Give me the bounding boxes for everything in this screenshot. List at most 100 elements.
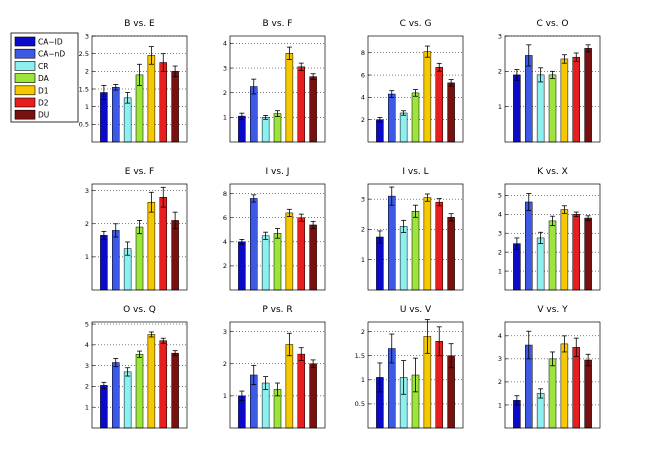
chart-title: E vs. F (125, 167, 154, 177)
axes-frame (504, 35, 601, 143)
bar (261, 117, 270, 143)
bar (112, 230, 120, 291)
legend-label: DA (38, 74, 50, 83)
legend-swatch (14, 36, 36, 47)
y-tick-label: 3 (85, 187, 89, 195)
y-tick-label: 2 (498, 378, 502, 386)
bar (388, 195, 396, 291)
axes-frame (229, 321, 326, 429)
bar (423, 51, 432, 143)
bar (560, 209, 569, 291)
y-tick-label: 3 (223, 64, 227, 72)
bar (435, 201, 443, 291)
bar (584, 48, 592, 143)
y-tick-label: 3 (85, 32, 89, 40)
y-tick-label: 4 (498, 211, 502, 219)
bar (376, 236, 384, 291)
chart-title: I vs. L (402, 167, 428, 177)
axes-frame (367, 321, 464, 429)
y-tick-label: 1.5 (355, 352, 365, 360)
chart-title: O vs. Q (123, 305, 156, 315)
bar (584, 359, 592, 429)
y-tick-label: 2 (223, 89, 227, 97)
chart-title: K vs. X (537, 167, 568, 177)
y-tick-label: 2 (85, 68, 89, 76)
bar (171, 352, 179, 429)
legend-label: DU (38, 111, 49, 120)
y-tick-label: 3 (85, 362, 89, 370)
chart-panel: E vs. F 1 2 3 (85, 167, 188, 291)
chart-title: V vs. Y (537, 305, 568, 315)
y-tick-label: 0.5 (79, 121, 89, 129)
y-tick-label: 4 (361, 94, 365, 102)
y-tick-label: 1 (223, 114, 227, 122)
bar (135, 353, 144, 429)
chart-panel: I vs. L 1 2 3 (361, 167, 464, 291)
y-tick-label: 2 (498, 248, 502, 256)
axes-frame (91, 321, 188, 429)
bar (297, 66, 305, 143)
bar (560, 343, 569, 429)
axes-frame (367, 35, 464, 143)
bar (423, 197, 432, 291)
bar (273, 113, 282, 143)
bar (548, 220, 557, 291)
bar (399, 226, 408, 291)
bar (572, 214, 580, 291)
y-tick-label: 4 (85, 341, 89, 349)
bar (147, 334, 156, 429)
chart-title: B vs. F (263, 19, 293, 29)
axes-frame (367, 183, 464, 291)
legend-label: D1 (38, 86, 49, 95)
y-tick-label: 1 (361, 256, 365, 264)
bar (411, 211, 420, 291)
axes-frame (504, 183, 601, 291)
chart-title: B vs. E (124, 19, 155, 29)
y-tick-label: 1 (85, 103, 89, 111)
y-tick-label: 2 (223, 262, 227, 270)
y-tick-label: 2.5 (79, 50, 89, 58)
bar (309, 363, 317, 429)
bar (560, 58, 569, 143)
y-tick-label: 1 (498, 103, 502, 111)
bar (171, 71, 179, 143)
y-tick-label: 5 (498, 192, 502, 200)
y-tick-label: 1 (498, 267, 502, 275)
chart-panel: C vs. O 1 2 3 (498, 19, 601, 143)
y-tick-label: 1 (85, 253, 89, 261)
axes-frame (91, 35, 188, 143)
legend-label: CA−nD (38, 50, 65, 59)
bar (112, 86, 120, 143)
chart-panel: V vs. Y 1 2 3 4 (498, 305, 601, 429)
axes-frame (504, 321, 601, 429)
bar (309, 224, 317, 291)
legend: CA−ID CA−nD CR DA D1 D2 DU (10, 32, 79, 123)
bar (135, 226, 144, 291)
bar (525, 201, 533, 291)
chart-panel: K vs. X 1 2 3 4 5 (498, 167, 601, 291)
bar (273, 233, 282, 291)
bar (123, 371, 132, 429)
bar (285, 344, 294, 429)
y-tick-label: 3 (361, 195, 365, 203)
bar (584, 217, 592, 291)
chart-title: C vs. G (400, 19, 432, 29)
y-tick-label: 8 (223, 190, 227, 198)
bar (536, 237, 545, 291)
bar (261, 235, 270, 291)
chart-panel: C vs. G 2 4 6 8 (361, 19, 464, 143)
bar (100, 235, 108, 291)
bar (147, 55, 156, 143)
bar (572, 347, 580, 429)
y-tick-label: 2 (498, 68, 502, 76)
y-tick-label: 1 (85, 404, 89, 412)
bar (525, 55, 533, 143)
chart-title: U vs. V (400, 305, 432, 315)
legend-swatch (14, 61, 36, 71)
y-tick-label: 1 (498, 401, 502, 409)
bar (285, 53, 294, 143)
y-tick-label: 3 (498, 355, 502, 363)
bar (513, 243, 521, 291)
bar (376, 119, 384, 143)
